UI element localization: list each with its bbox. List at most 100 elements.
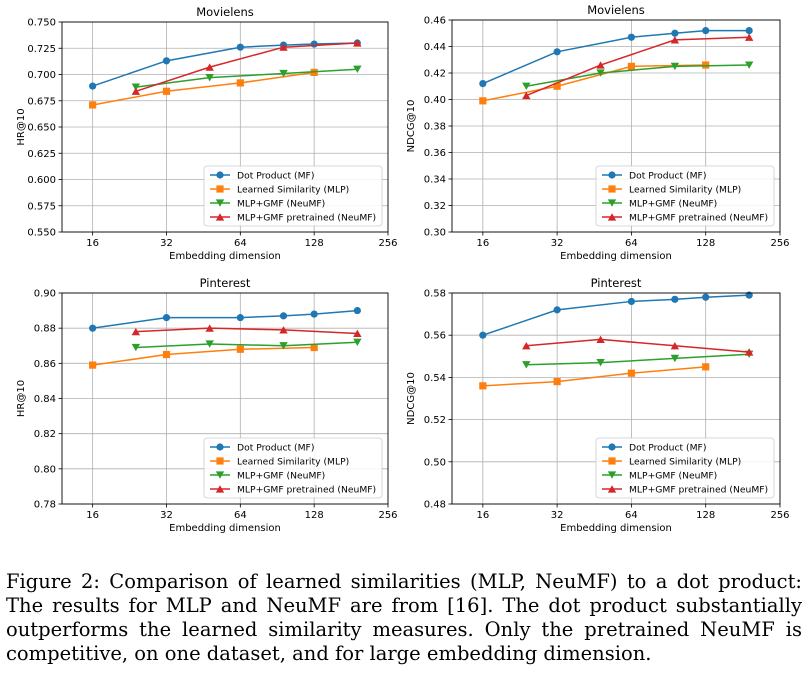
legend-label: MLP+GMF pretrained (NeuMF) <box>237 485 376 496</box>
legend-marker <box>215 213 225 221</box>
data-point <box>744 61 754 69</box>
x-tick-label: 256 <box>770 510 789 521</box>
series-line <box>526 36 750 97</box>
data-point <box>671 29 679 37</box>
figure-caption: Figure 2: Comparison of learned similari… <box>6 570 802 665</box>
y-tick-label: 0.84 <box>34 394 56 405</box>
data-point <box>353 338 362 347</box>
data-point <box>310 310 318 318</box>
data-point <box>279 326 288 334</box>
legend-label: Learned Similarity (MLP) <box>629 457 741 468</box>
data-point <box>162 57 171 65</box>
legend-entry: Dot Product (MF) <box>210 443 314 454</box>
series-line <box>482 29 750 85</box>
series-line <box>92 71 315 106</box>
data-point <box>596 359 605 367</box>
legend-entry: Learned Similarity (MLP) <box>210 457 349 468</box>
legend-entry: MLP+GMF pretrained (NeuMF) <box>602 485 768 496</box>
x-tick-label: 256 <box>378 238 397 249</box>
legend-marker <box>608 171 616 179</box>
legend-marker <box>607 199 617 207</box>
data-point <box>279 69 288 78</box>
data-point <box>627 297 636 306</box>
series-line <box>482 64 706 102</box>
y-tick-label: 0.80 <box>34 464 56 475</box>
legend: Dot Product (MF) Learned Similarity (MLP)… <box>595 165 775 227</box>
chart-title: Pinterest <box>200 276 251 290</box>
x-tick-label: 32 <box>551 238 564 249</box>
chart-panel-3: 16 32 64 128 256 0.78 0.80 0.82 0.84 0.86 0.88 0.90… <box>16 276 398 534</box>
data-point <box>353 65 362 74</box>
data-point <box>162 314 171 322</box>
data-point <box>89 361 97 369</box>
data-point <box>89 324 97 332</box>
legend-box <box>595 165 775 227</box>
data-point <box>744 33 754 41</box>
y-tick-label: 0.38 <box>424 122 446 133</box>
series-line <box>482 294 750 336</box>
legend-marker <box>607 471 617 479</box>
data-point <box>310 343 318 352</box>
y-tick-label: 0.750 <box>27 18 56 29</box>
series <box>479 61 710 105</box>
series-line <box>526 338 750 353</box>
x-tick-label: 256 <box>378 510 397 521</box>
series <box>89 306 361 332</box>
data-point <box>479 80 487 88</box>
legend-marker <box>608 185 616 193</box>
series <box>479 291 753 339</box>
series-line <box>135 341 358 349</box>
series <box>89 343 318 369</box>
x-tick-label: 16 <box>476 238 489 249</box>
plot-frame <box>451 19 781 233</box>
x-tick-label: 64 <box>625 510 638 521</box>
legend-label: MLP+GMF pretrained (NeuMF) <box>629 485 768 496</box>
legend-marker <box>215 199 225 207</box>
data-point <box>236 314 244 322</box>
data-point <box>131 87 141 95</box>
y-tick-label: 0.44 <box>424 42 446 53</box>
data-point <box>205 63 214 71</box>
data-point <box>553 48 561 56</box>
y-tick-label: 0.90 <box>34 289 56 300</box>
data-point <box>596 61 605 69</box>
x-tick-label: 256 <box>770 238 789 249</box>
data-point <box>205 340 214 348</box>
legend-box <box>203 165 383 227</box>
y-tick-label: 0.40 <box>424 95 446 106</box>
legend-marker <box>216 443 224 451</box>
legend-label: MLP+GMF (NeuMF) <box>237 199 325 210</box>
data-point <box>131 327 141 336</box>
legend-marker <box>607 213 617 221</box>
data-point <box>522 361 531 369</box>
legend-entry: MLP+GMF pretrained (NeuMF) <box>210 485 376 496</box>
data-point <box>353 39 362 47</box>
legend-entry: MLP+GMF (NeuMF) <box>602 199 717 210</box>
data-point <box>702 61 710 69</box>
x-tick-label: 128 <box>696 238 715 249</box>
legend-entry: MLP+GMF (NeuMF) <box>210 199 325 210</box>
data-point <box>353 306 361 315</box>
legend-box <box>203 437 383 499</box>
y-tick-label: 0.58 <box>424 289 446 300</box>
y-tick-label: 0.46 <box>424 16 446 27</box>
legend-marker <box>608 457 616 465</box>
series-line <box>526 353 750 366</box>
x-tick-label: 32 <box>160 238 173 249</box>
plot-frame <box>451 292 781 505</box>
legend-entry: Learned Similarity (MLP) <box>602 457 741 468</box>
legend-label: MLP+GMF (NeuMF) <box>629 471 717 482</box>
legend-label: Dot Product (MF) <box>629 171 706 182</box>
y-tick-label: 0.52 <box>424 415 446 426</box>
x-tick-label: 128 <box>305 238 324 249</box>
data-point <box>670 36 680 44</box>
data-point <box>596 69 605 77</box>
data-point <box>627 33 636 41</box>
data-point <box>627 62 636 70</box>
y-tick-label: 0.54 <box>424 373 446 384</box>
y-tick-label: 0.88 <box>34 324 56 335</box>
y-tick-label: 0.48 <box>424 500 446 511</box>
y-tick-label: 0.56 <box>424 331 446 342</box>
data-point <box>162 87 171 95</box>
y-tick-label: 0.575 <box>27 201 56 212</box>
